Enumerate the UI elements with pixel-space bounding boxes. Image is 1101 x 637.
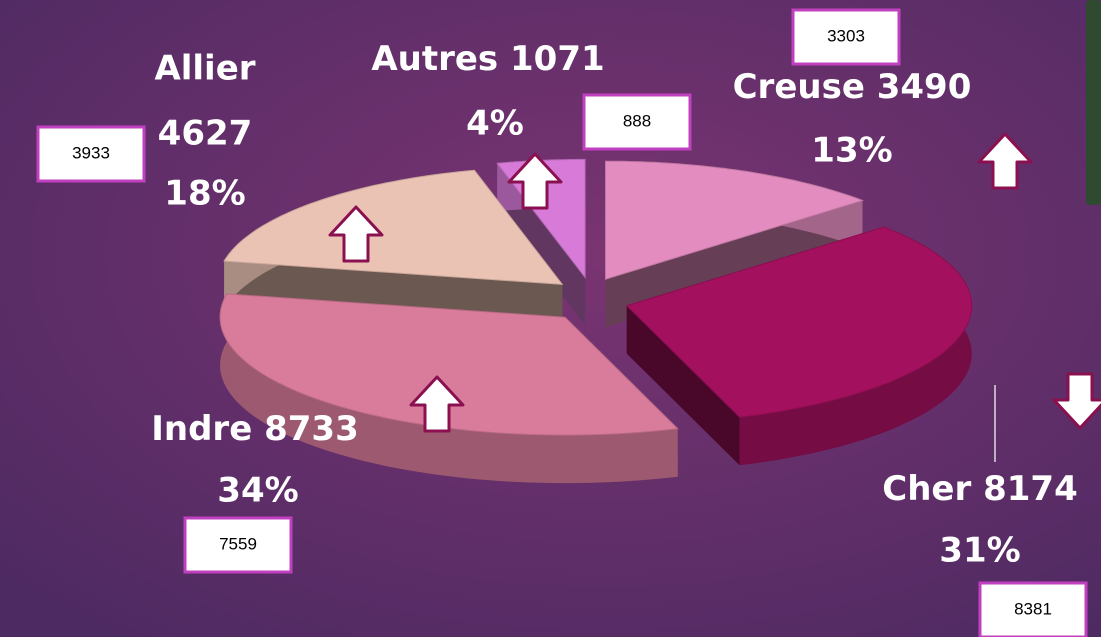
previous-box (791, 8, 901, 66)
slice-top (219, 293, 679, 436)
slice-label: Autres 1071 (371, 39, 604, 79)
previous-value: 888 (623, 111, 651, 130)
previous-value: 3303 (827, 26, 865, 45)
percent-label: 34% (217, 471, 298, 511)
value-label: 4627 (158, 114, 253, 154)
slice-label: Creuse 3490 (733, 67, 972, 107)
arrow-down (1052, 372, 1101, 430)
arrow-up (328, 205, 384, 263)
percent-label: 18% (164, 174, 245, 214)
category-name: Autres (371, 39, 498, 79)
category-name: Creuse (733, 67, 865, 107)
slice-label: Cher 8174 (882, 469, 1077, 509)
value-label: 1071 (510, 39, 605, 79)
arrow-up (977, 132, 1033, 190)
category-name: Allier (154, 49, 255, 89)
previous-value: 8381 (1014, 599, 1052, 618)
value-label: 3490 (877, 67, 972, 107)
previous-box (978, 581, 1088, 637)
previous-value: 3933 (72, 143, 110, 162)
arrow-up (409, 375, 465, 433)
previous-box (36, 125, 146, 183)
slice-top (223, 169, 564, 285)
slice (625, 226, 973, 466)
percent-label: 31% (939, 531, 1020, 571)
category-name: Indre (151, 409, 252, 449)
previous-value: 7559 (219, 534, 257, 553)
percent-label: 4% (466, 104, 524, 144)
slice (219, 293, 679, 484)
slice-wall (626, 305, 740, 466)
slice-top (625, 226, 973, 418)
percent-label: 13% (811, 131, 892, 171)
value-label: 8733 (264, 409, 359, 449)
slice-side (220, 293, 678, 484)
previous-box (183, 516, 293, 574)
category-name: Cher (882, 469, 971, 509)
photo-strip (1086, 0, 1101, 205)
arrow-up (507, 152, 563, 210)
value-label: 8174 (983, 469, 1078, 509)
previous-box (582, 93, 692, 151)
slice-top (605, 160, 865, 280)
slice-label: Indre 8733 (151, 409, 359, 449)
